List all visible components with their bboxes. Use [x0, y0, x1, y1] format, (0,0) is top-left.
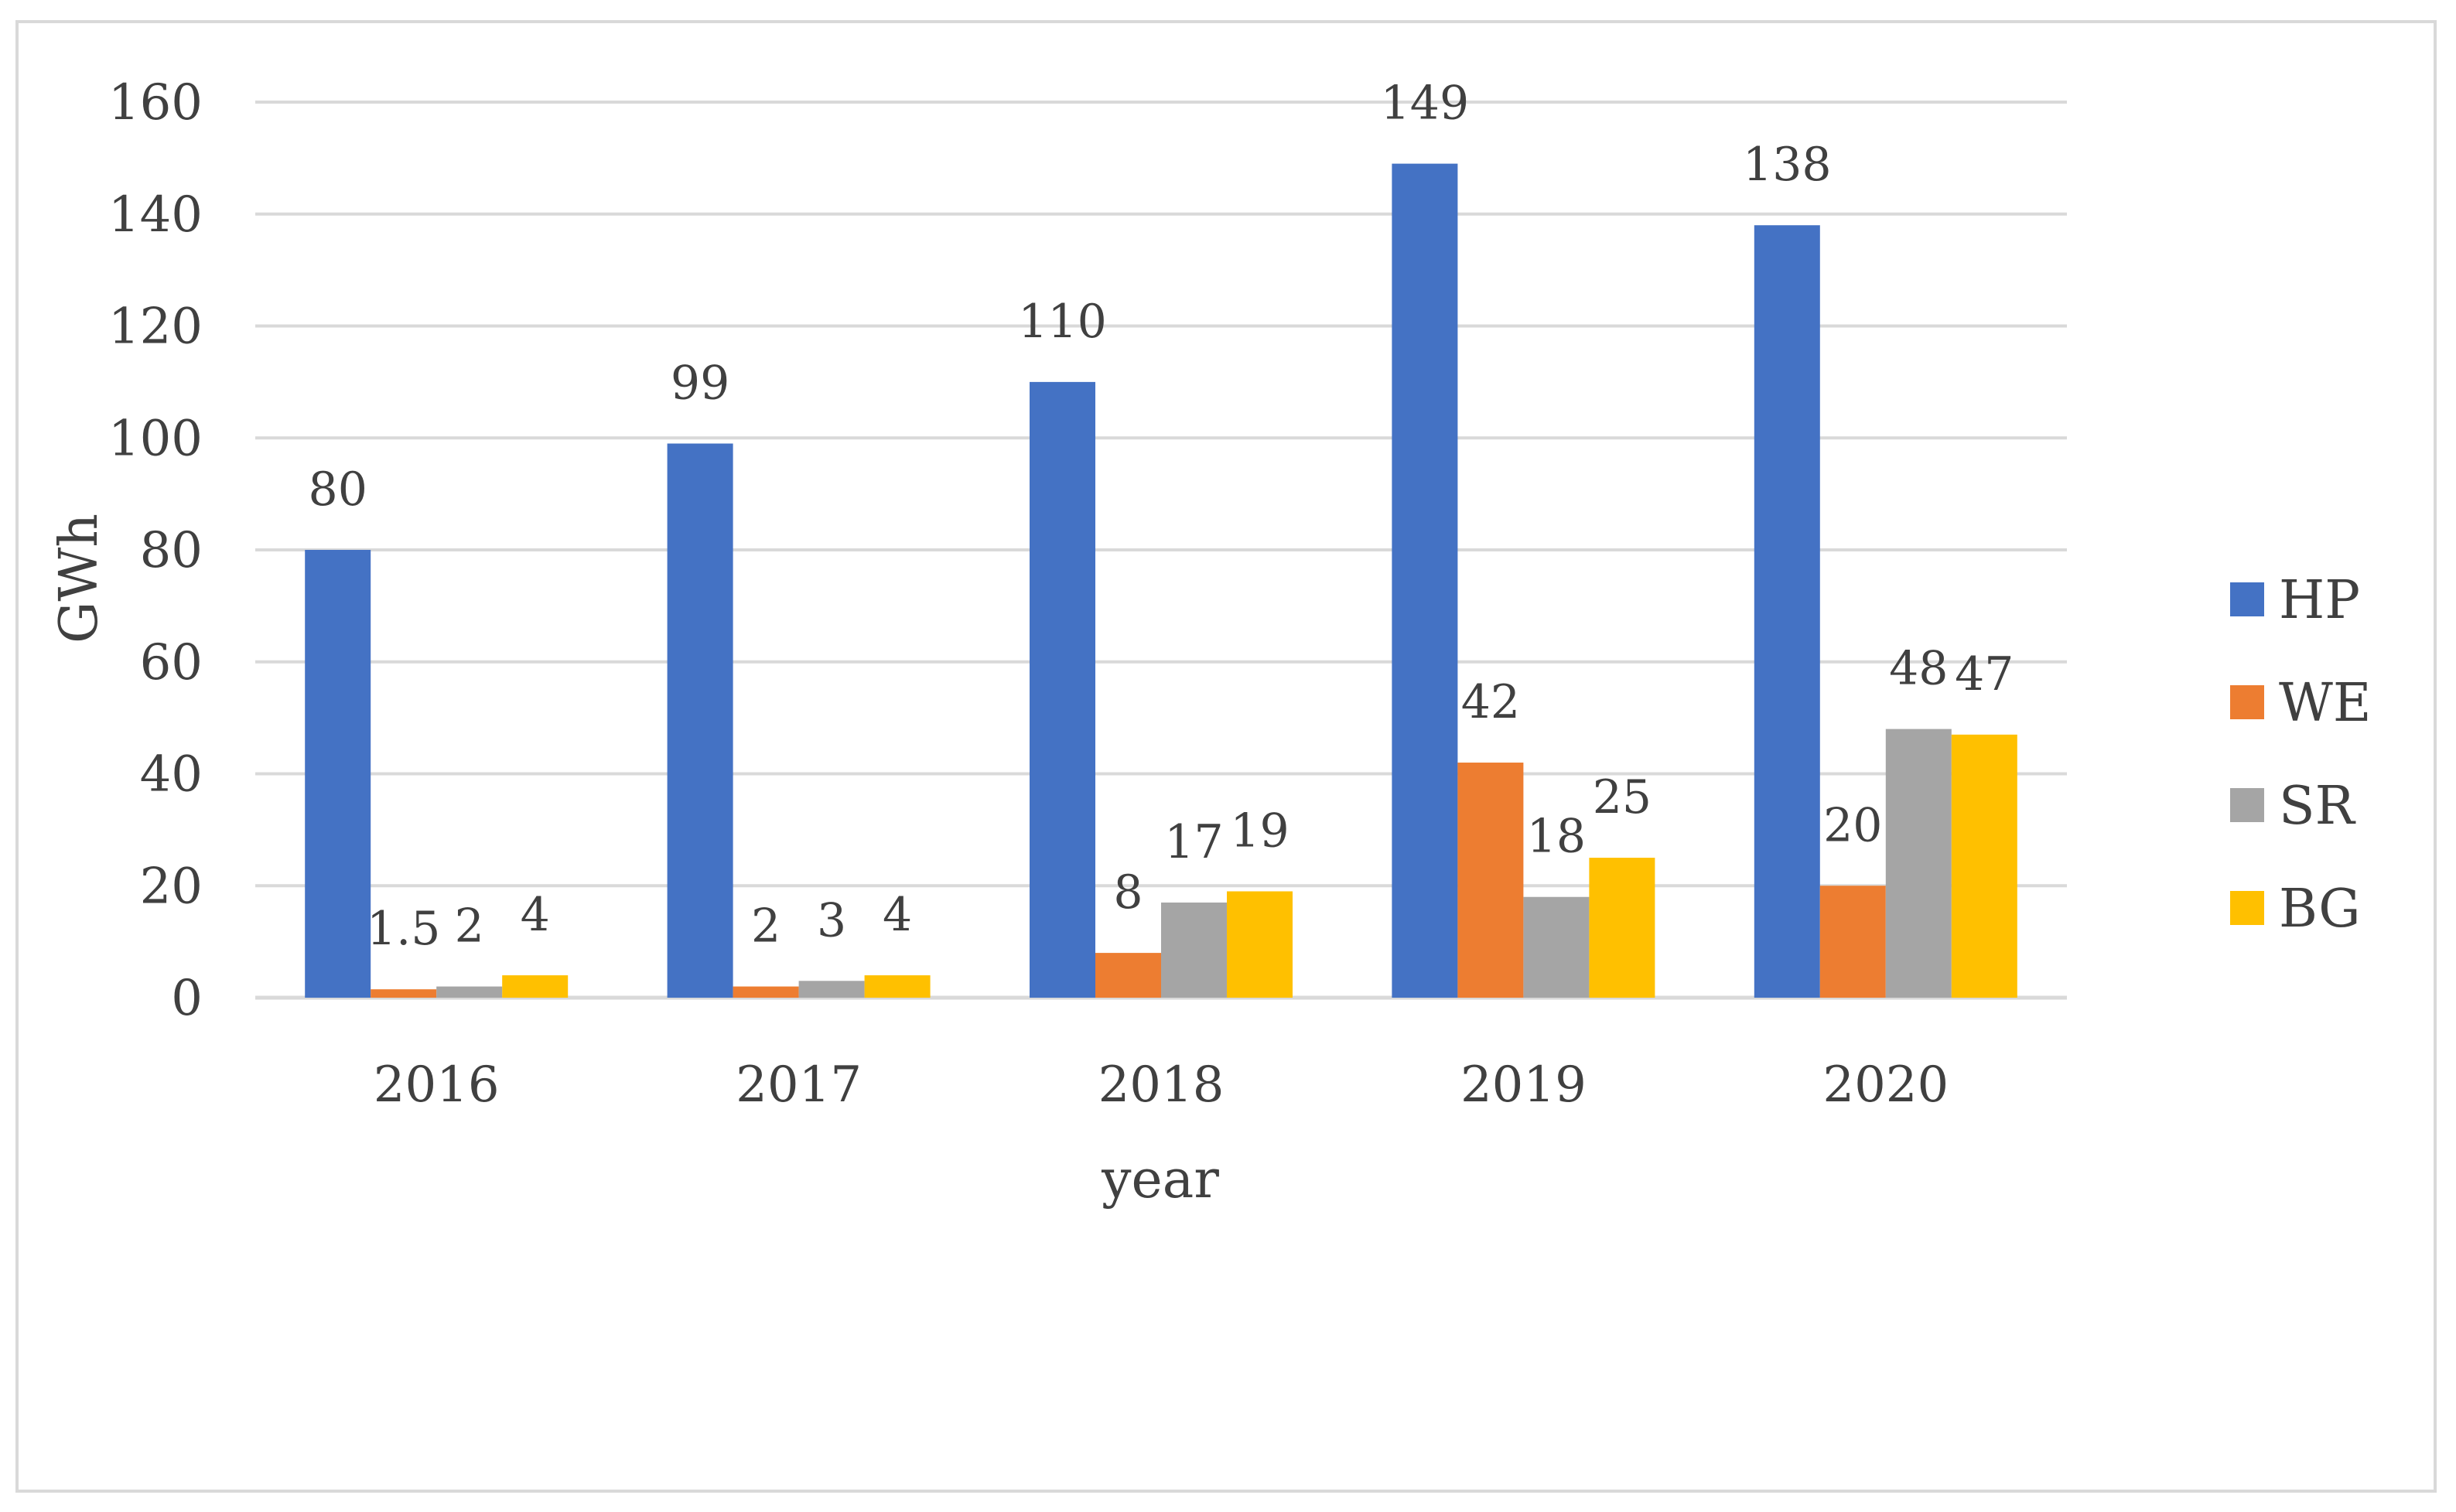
x-tick-label: 2020 [1822, 1056, 1949, 1114]
y-tick-label: 100 [108, 410, 203, 467]
legend-label-hp: HP [2279, 570, 2360, 631]
data-label-hp-2019: 149 [1381, 77, 1470, 131]
x-tick-label: 2018 [1098, 1056, 1225, 1114]
bar-sr-2020 [1885, 729, 1952, 998]
x-tick-label: 2016 [374, 1056, 500, 1114]
data-label-we-2020: 20 [1823, 798, 1882, 852]
bar-bg-2019 [1589, 858, 1655, 998]
data-label-bg-2018: 19 [1230, 804, 1289, 858]
data-label-we-2019: 42 [1461, 675, 1520, 729]
bar-hp-2019 [1392, 163, 1458, 998]
bar-we-2018 [1095, 953, 1161, 998]
y-tick-label: 140 [108, 186, 203, 244]
legend-swatch-bg [2230, 891, 2264, 925]
bar-we-2017 [733, 986, 799, 998]
data-label-bg-2016: 4 [521, 888, 550, 942]
bar-sr-2016 [436, 986, 503, 998]
bar-bg-2016 [502, 975, 569, 998]
data-label-we-2018: 8 [1113, 865, 1143, 920]
legend-label-bg: BG [2279, 879, 2361, 940]
legend: HP WE SR BG [2230, 570, 2372, 940]
legend-swatch-hp [2230, 582, 2264, 616]
bar-hp-2017 [667, 443, 733, 998]
data-label-sr-2018: 17 [1164, 815, 1223, 869]
data-label-sr-2020: 48 [1889, 642, 1948, 696]
data-label-sr-2017: 3 [817, 893, 846, 947]
data-label-hp-2016: 80 [309, 462, 367, 517]
x-tick-label: 2019 [1460, 1056, 1587, 1114]
data-label-we-2016: 1.5 [367, 902, 440, 956]
x-tick-label: 2017 [736, 1056, 862, 1114]
legend-label-sr: SR [2279, 776, 2356, 837]
data-label-bg-2017: 4 [883, 888, 912, 942]
data-label-hp-2017: 99 [671, 356, 729, 410]
bar-we-2020 [1819, 886, 1886, 998]
legend-swatch-we [2230, 685, 2264, 719]
data-label-we-2017: 2 [751, 899, 781, 954]
data-label-sr-2019: 18 [1527, 810, 1586, 864]
y-tick-label: 80 [140, 522, 203, 579]
bar-bg-2017 [864, 975, 931, 998]
bar-sr-2018 [1161, 902, 1227, 998]
bar-bg-2018 [1227, 891, 1293, 998]
y-tick-label: 120 [108, 299, 203, 356]
y-tick-label: 0 [171, 970, 203, 1027]
chart-frame [15, 20, 2437, 1493]
y-axis-title: GWh [49, 514, 110, 643]
bar-bg-2020 [1951, 734, 2017, 998]
data-label-bg-2019: 25 [1593, 770, 1652, 824]
data-label-bg-2020: 47 [1955, 647, 2014, 701]
bar-we-2019 [1457, 763, 1524, 998]
legend-swatch-sr [2230, 788, 2264, 822]
y-tick-label: 60 [140, 634, 203, 691]
bar-sr-2017 [798, 981, 865, 998]
x-axis-title: year [1101, 1149, 1219, 1210]
bar-sr-2019 [1523, 896, 1590, 998]
y-tick-label: 20 [140, 858, 203, 915]
bars [305, 163, 2017, 998]
bar-hp-2020 [1754, 225, 1820, 998]
data-label-hp-2018: 110 [1018, 295, 1107, 349]
bar-hp-2018 [1030, 381, 1095, 998]
x-axis-ticks: 2016 2017 2018 2019 2020 [374, 1056, 1949, 1114]
data-label-hp-2020: 138 [1743, 138, 1832, 192]
y-tick-label: 40 [140, 746, 203, 804]
bar-we-2016 [371, 989, 437, 998]
y-tick-label: 160 [108, 74, 203, 131]
data-label-sr-2016: 2 [455, 899, 484, 954]
bar-hp-2016 [305, 550, 371, 998]
legend-label-we: WE [2279, 673, 2372, 734]
y-axis-ticks: 0 20 40 60 80 100 120 140 160 [108, 74, 203, 1027]
